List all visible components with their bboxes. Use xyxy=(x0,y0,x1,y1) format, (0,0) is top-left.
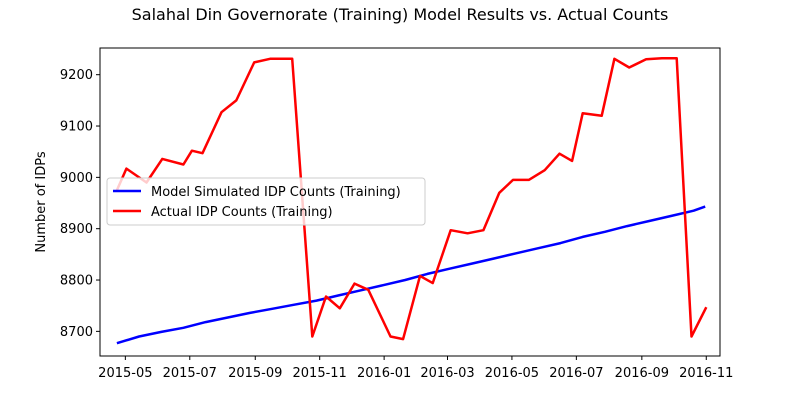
y-tick-label: 8800 xyxy=(60,274,93,289)
x-tick-label: 2016-07 xyxy=(549,366,603,381)
y-axis: 8700 8800 8900 9000 9100 9200 xyxy=(60,68,100,340)
legend-box xyxy=(106,177,426,226)
x-tick-label: 2016-05 xyxy=(485,366,539,381)
y-tick-label: 8700 xyxy=(60,325,93,340)
legend: Model Simulated IDP Counts (Training) Ac… xyxy=(106,177,426,226)
legend-label-model: Model Simulated IDP Counts (Training) xyxy=(151,185,401,200)
y-tick-label: 9200 xyxy=(60,68,93,83)
actual-series-line xyxy=(115,57,708,341)
plot-area xyxy=(115,57,708,345)
x-tick-label: 2015-11 xyxy=(293,366,347,381)
chart-title: Salahal Din Governorate (Training) Model… xyxy=(132,5,669,24)
y-tick-label: 8900 xyxy=(60,222,93,237)
x-tick-label: 2015-07 xyxy=(163,366,217,381)
x-tick-label: 2015-05 xyxy=(98,366,152,381)
y-tick-label: 9100 xyxy=(60,120,93,135)
legend-label-actual: Actual IDP Counts (Training) xyxy=(151,205,333,220)
x-tick-label: 2015-09 xyxy=(228,366,282,381)
plot-frame xyxy=(99,47,721,357)
x-tick-label: 2016-11 xyxy=(679,366,733,381)
x-axis: 2015-05 2015-07 2015-09 2015-11 2016-01 2016-… xyxy=(98,356,733,381)
y-axis-label: Number of IDPs xyxy=(34,151,49,252)
x-tick-label: 2016-09 xyxy=(615,366,669,381)
x-tick-label: 2016-01 xyxy=(357,366,411,381)
model-series-line xyxy=(116,205,706,345)
x-tick-label: 2016-03 xyxy=(420,366,474,381)
y-tick-label: 9000 xyxy=(60,171,93,186)
